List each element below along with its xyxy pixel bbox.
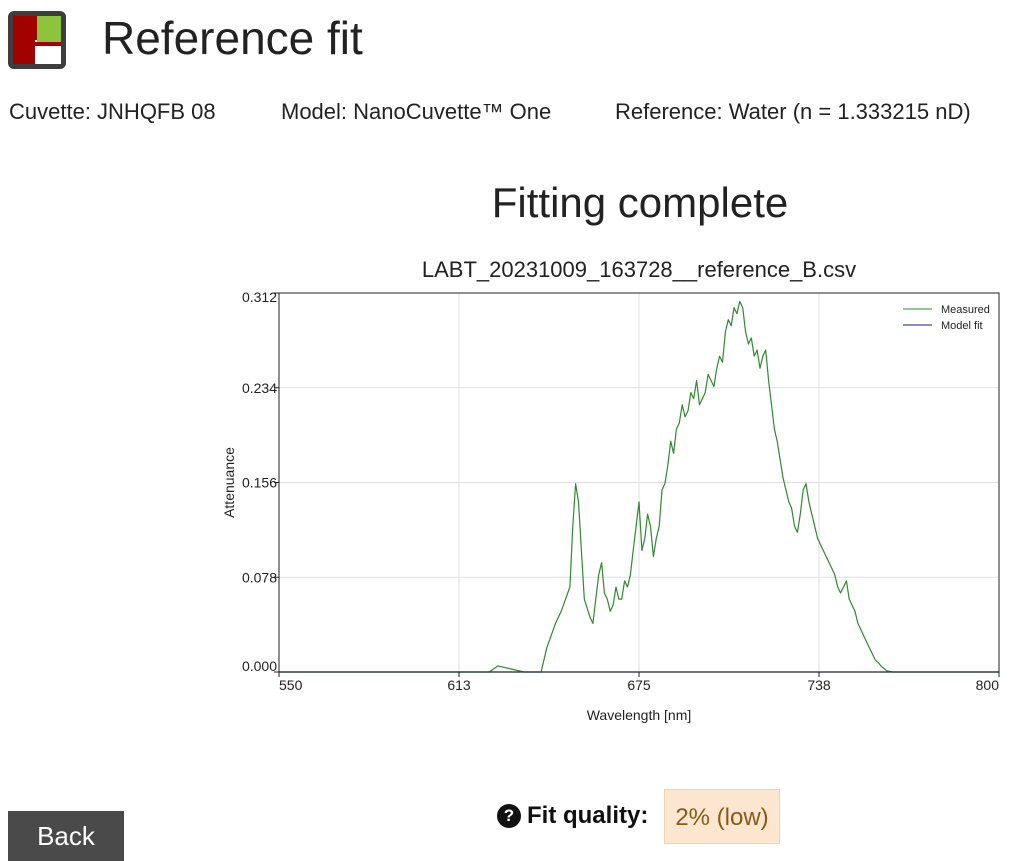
cuvette-info: Cuvette: JNHQFB 08	[9, 99, 216, 124]
x-tick-label: 550	[279, 677, 303, 693]
y-tick-label: 0.312	[242, 289, 277, 305]
x-tick-label: 613	[447, 677, 471, 693]
reference-info: Reference: Water (n = 1.333215 nD)	[615, 99, 971, 124]
fit-quality-label: Fit quality:	[527, 802, 649, 829]
model-info: Model: NanoCuvette™ One	[281, 99, 552, 124]
x-axis-label: Wavelength [nm]	[587, 707, 692, 723]
help-question-icon[interactable]: ?	[497, 804, 521, 828]
y-axis-label: Attenuance	[221, 447, 237, 518]
fit-quality-badge: 2% (low)	[664, 789, 780, 844]
series-line-measured	[279, 300, 999, 673]
app-logo	[8, 11, 66, 69]
y-tick-label: 0.078	[242, 569, 277, 585]
chart-grid	[279, 293, 999, 672]
y-tick-label: 0.234	[242, 380, 277, 396]
x-tick-label: 675	[627, 677, 651, 693]
chart-ticks: 550 613 675 738 800 0.000 0.078 0.156 0.234 0.312	[242, 289, 1000, 693]
chart-title: LABT_20231009_163728__reference_B.csv	[421, 257, 857, 282]
x-tick-label: 800	[976, 677, 1000, 693]
y-tick-label: 0.156	[242, 475, 277, 491]
y-tick-label: 0.000	[242, 658, 277, 674]
chart-legend: Measured Model fit	[903, 304, 990, 332]
x-tick-label: 738	[807, 677, 831, 693]
legend-label: Model fit	[941, 320, 983, 332]
legend-label: Measured	[941, 304, 990, 316]
page-title: Reference fit	[102, 12, 363, 64]
back-button[interactable]: Back	[8, 811, 124, 861]
status-headline: Fitting complete	[491, 179, 789, 226]
